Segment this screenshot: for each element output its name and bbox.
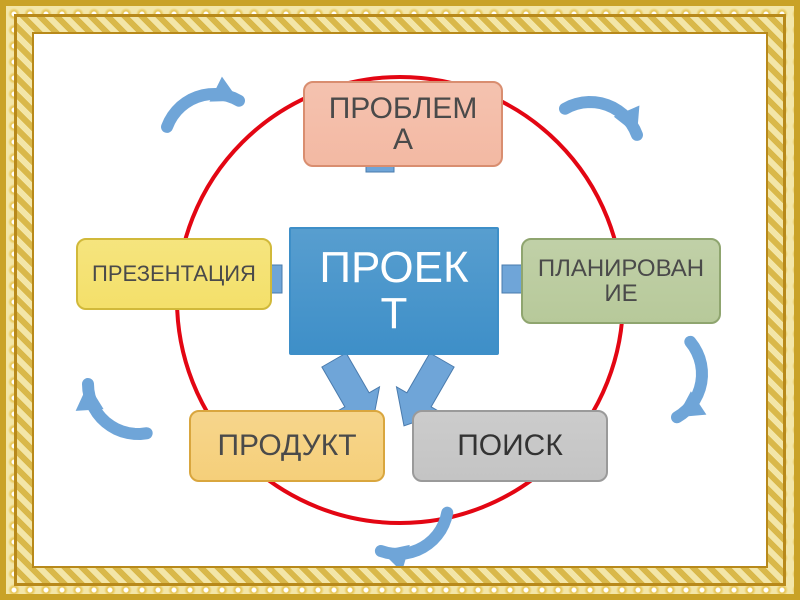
- node-planning: ПЛАНИРОВАН ИЕ: [521, 238, 721, 324]
- cycle-arrow: [167, 77, 245, 127]
- node-search: ПОИСК: [412, 410, 608, 482]
- node-problem: ПРОБЛЕМ А: [303, 81, 503, 167]
- diagram-canvas: ПРОЕК Т ПРОБЛЕМ АПЛАНИРОВАН ИЕ ПОИСК ПРОДУК…: [34, 34, 766, 566]
- node-center: ПРОЕК Т: [289, 227, 499, 355]
- node-product: ПРОДУКТ: [189, 410, 385, 482]
- cycle-arrow: [74, 383, 147, 434]
- node-presentation: ПРЕЗЕНТАЦИЯ: [76, 238, 272, 310]
- cycle-arrow: [669, 342, 706, 429]
- cycle-arrow: [565, 102, 650, 140]
